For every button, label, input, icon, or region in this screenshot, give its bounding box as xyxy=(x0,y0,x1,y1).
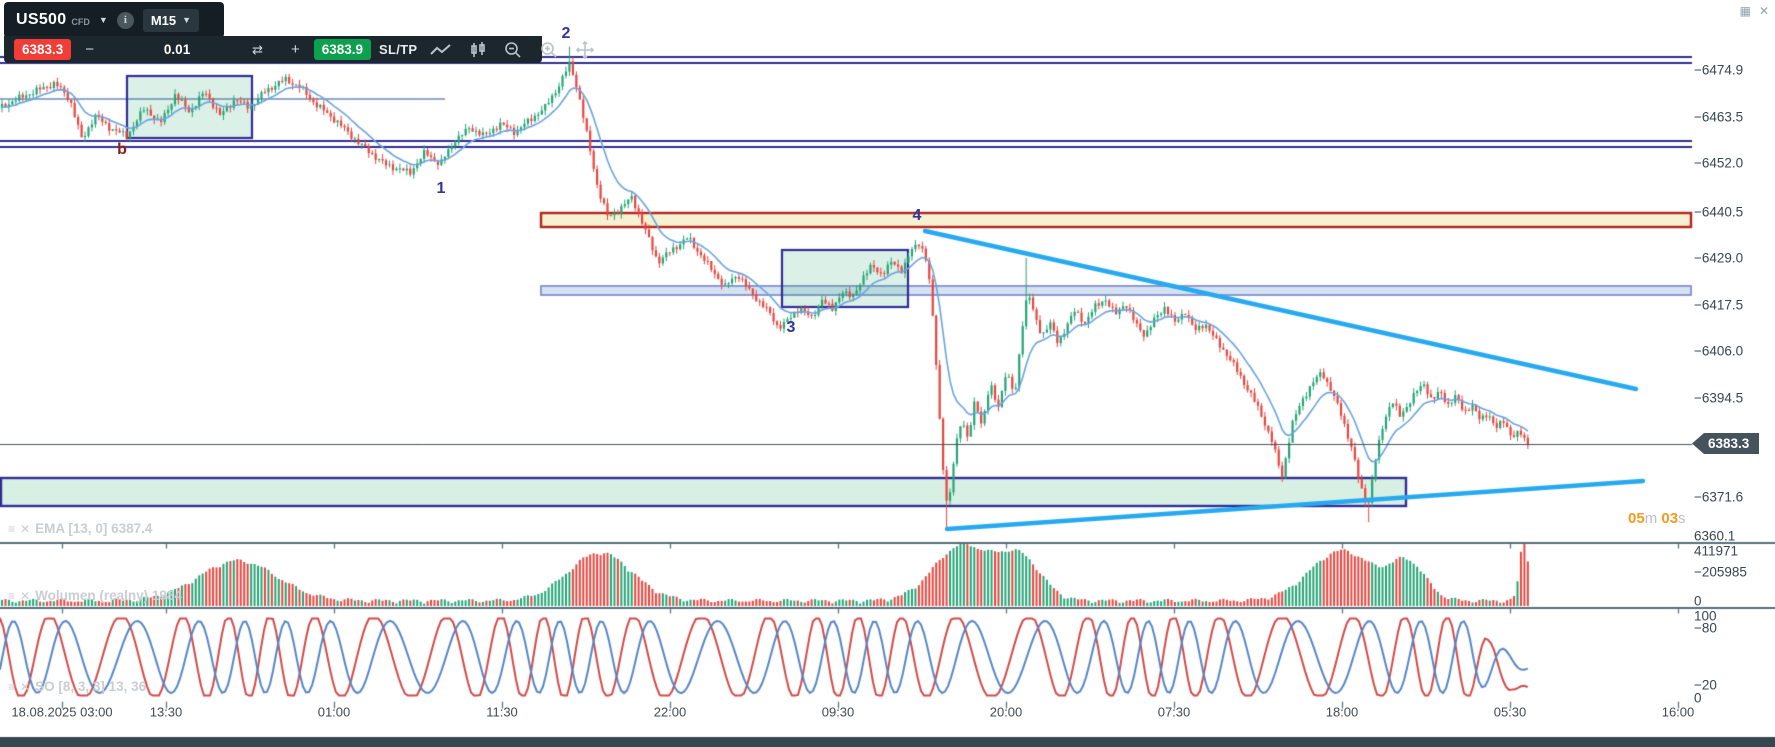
price-axis-tick: −6452.0 xyxy=(1694,155,1744,171)
price-axis-tick: −6394.5 xyxy=(1694,390,1744,406)
indicator-close-icon[interactable]: ✕ xyxy=(20,588,31,603)
time-axis-tick: 18:00 xyxy=(1325,704,1359,720)
sell-price-button[interactable]: 6383.3 xyxy=(14,39,72,60)
price-axis-tick: −6429.0 xyxy=(1694,250,1744,266)
volume-axis-tick: 0 xyxy=(1694,593,1702,609)
stoch-axis-tick: −20 xyxy=(1694,677,1717,693)
sltp-button[interactable]: SL/TP xyxy=(379,42,418,57)
price-axis-tick: −6474.9 xyxy=(1694,62,1744,78)
price-axis-tick: 6360.1 xyxy=(1694,528,1736,544)
wave-annotation-1: 1 xyxy=(436,180,446,197)
symbol-dropdown-caret-icon[interactable]: ▼ xyxy=(98,15,108,25)
time-axis-tick: 07:30 xyxy=(1157,704,1191,720)
indicator-close-icon[interactable]: ✕ xyxy=(20,521,31,536)
price-axis-tick: −6406.0 xyxy=(1694,343,1744,359)
instrument-toolbar: US500 CFD ▼ i M15 ▼ xyxy=(4,2,224,38)
volume-label-text: Wolumen (realny) 1984 xyxy=(35,588,182,603)
time-axis-tick: 20:00 xyxy=(989,704,1023,720)
buy-price-button[interactable]: 6383.9 xyxy=(313,39,372,60)
stoch-axis-tick: 0 xyxy=(1694,690,1702,706)
timeframe-value: M15 xyxy=(150,12,177,28)
volume-axis-tick: 411971 xyxy=(1694,543,1739,559)
timer-minutes-unit: m xyxy=(1644,510,1658,527)
zoom-in-icon[interactable] xyxy=(535,41,563,59)
price-axis-tick: −6371.6 xyxy=(1694,489,1744,505)
time-axis-tick: 09:30 xyxy=(821,704,855,720)
candle-countdown-timer: 05m 03s xyxy=(1628,510,1686,527)
ema-label-text: EMA [13, 0] 6387.4 xyxy=(35,521,153,536)
volume-input[interactable] xyxy=(116,41,239,58)
timer-minutes: 05 xyxy=(1628,510,1645,527)
chart-window-controls: ▦ ✕ xyxy=(1740,4,1769,18)
wave-annotation-2: 2 xyxy=(561,25,571,42)
order-toolbar: 6383.3 − ⇄ + 6383.9 SL/TP xyxy=(4,36,595,63)
price-axis-tick: −6440.5 xyxy=(1694,204,1744,220)
time-axis-tick: 18.08.2025 03:00 xyxy=(11,704,113,720)
close-icon[interactable]: ✕ xyxy=(1758,4,1769,18)
move-chart-icon[interactable] xyxy=(571,40,599,59)
ema-indicator-label: ≡ ✕ EMA [13, 0] 6387.4 xyxy=(8,521,152,536)
refresh-icon[interactable]: ⇄ xyxy=(252,41,263,57)
zoom-out-icon[interactable] xyxy=(499,41,527,59)
info-icon[interactable]: i xyxy=(116,11,134,29)
timeframe-selector[interactable]: M15 ▼ xyxy=(142,8,200,32)
stoch-axis-tick: −80 xyxy=(1694,620,1717,636)
symbol-name[interactable]: US500 xyxy=(16,11,67,28)
wave-annotation-b: b xyxy=(117,141,127,158)
indicator-menu-icon[interactable]: ≡ xyxy=(8,521,16,536)
indicator-menu-icon[interactable]: ≡ xyxy=(8,679,16,694)
timer-seconds-unit: s xyxy=(1678,510,1686,527)
instrument-type-label: CFD xyxy=(71,17,90,27)
volume-decrease-button[interactable]: − xyxy=(85,41,95,58)
stochastic-label-text: SO [8, 3, 3] 13, 36 xyxy=(35,679,147,694)
time-axis-tick: 16:00 xyxy=(1661,704,1695,720)
price-axis-tick: −6463.5 xyxy=(1694,109,1744,125)
time-axis-tick: 13:30 xyxy=(149,704,183,720)
candlestick-tool-icon[interactable] xyxy=(465,41,491,58)
time-axis-tick: 01:00 xyxy=(317,704,351,720)
time-axis-tick: 05:30 xyxy=(1493,704,1527,720)
panel-icon[interactable]: ▦ xyxy=(1739,4,1751,18)
price-axis-tick: −6417.5 xyxy=(1694,297,1744,313)
stoch-axis-tick: 100 xyxy=(1694,608,1717,624)
time-axis-tick: 11:30 xyxy=(486,704,518,720)
stochastic-indicator-label: ≡ ✕ SO [8, 3, 3] 13, 36 xyxy=(8,679,146,694)
volume-indicator-label: ≡ ✕ Wolumen (realny) 1984 xyxy=(8,588,182,603)
wave-annotation-3: 3 xyxy=(786,319,796,336)
indicator-menu-icon[interactable]: ≡ xyxy=(8,588,16,603)
line-chart-tool-icon[interactable] xyxy=(425,43,457,57)
volume-increase-button[interactable]: + xyxy=(290,41,300,58)
timer-seconds: 03 xyxy=(1661,510,1679,527)
volume-axis-tick: −205985 xyxy=(1694,564,1747,580)
current-price-badge: 6383.3 xyxy=(1692,433,1760,454)
wave-annotation-4: 4 xyxy=(912,207,922,224)
indicator-close-icon[interactable]: ✕ xyxy=(20,679,31,694)
time-axis-tick: 22:00 xyxy=(653,704,687,720)
timeframe-caret-icon: ▼ xyxy=(182,15,192,25)
